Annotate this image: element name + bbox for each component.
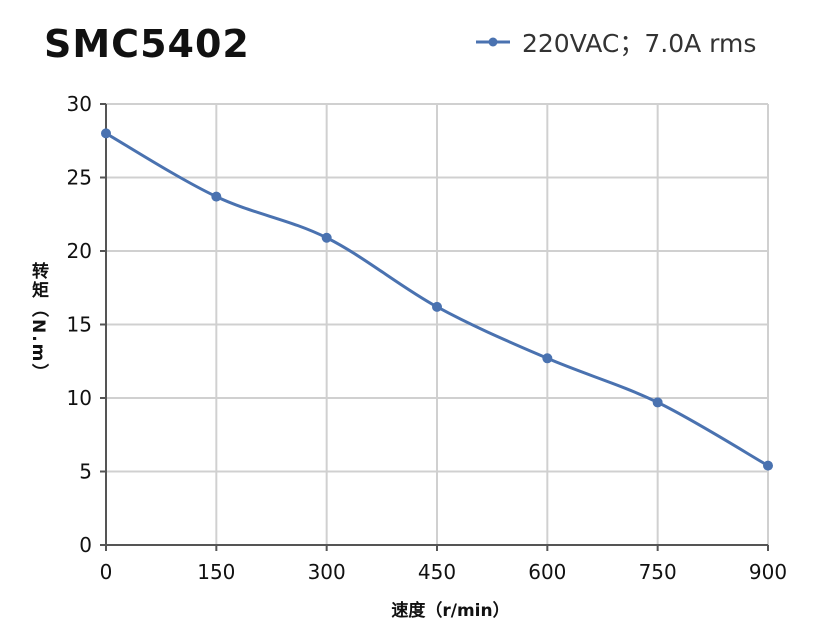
- y-tick-label: 0: [79, 533, 92, 557]
- legend-marker-icon: [476, 37, 510, 47]
- data-point: [652, 397, 663, 408]
- data-point: [101, 128, 111, 139]
- y-tick-label: 30: [67, 92, 92, 116]
- x-tick-label: 0: [100, 560, 113, 584]
- data-point: [763, 460, 773, 471]
- legend: 220VAC；7.0A rms: [476, 24, 756, 60]
- chart-title: SMC5402: [44, 22, 250, 66]
- x-tick-label: 600: [528, 560, 566, 584]
- x-tick-label: 300: [308, 560, 346, 584]
- y-tick-label: 5: [79, 460, 92, 484]
- y-tick-label: 10: [67, 386, 92, 410]
- x-tick-label: 900: [749, 560, 787, 584]
- x-axis-label: 速度（r/min）: [391, 601, 510, 621]
- legend-label: 220VAC；7.0A rms: [522, 29, 757, 58]
- x-tick-label: 450: [418, 560, 456, 584]
- y-tick-label: 20: [67, 239, 92, 263]
- y-axis-label: 转矩（N.m）: [28, 262, 48, 383]
- data-point: [542, 353, 553, 364]
- data-point: [321, 232, 332, 243]
- data-point: [211, 191, 222, 202]
- x-tick-label: 150: [197, 560, 235, 584]
- y-tick-label: 25: [67, 166, 92, 190]
- data-point: [432, 301, 442, 312]
- x-tick-label: 750: [639, 560, 677, 584]
- y-tick-label: 15: [67, 313, 92, 337]
